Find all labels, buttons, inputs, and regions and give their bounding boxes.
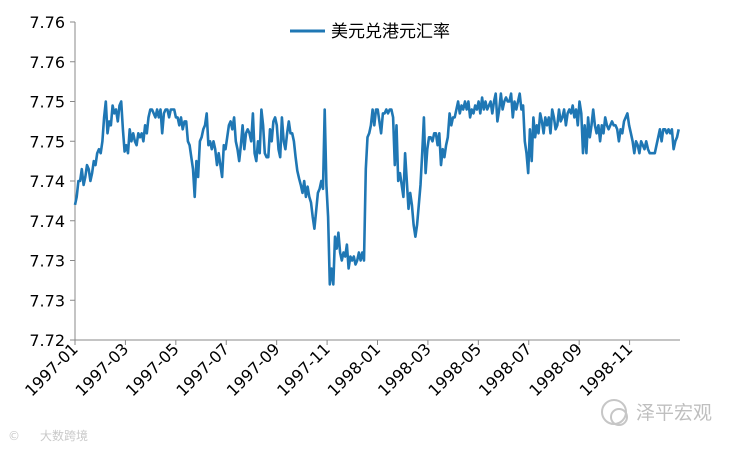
y-tick-label: 7.72 [29, 331, 65, 350]
watermark-left-text: 大数跨境 [40, 428, 88, 443]
x-tick-label: 1997-03 [72, 339, 133, 400]
x-tick-label: 1997-11 [273, 339, 334, 400]
y-tick-label: 7.74 [29, 172, 65, 191]
watermark-right: 泽平宏观 [601, 399, 712, 426]
y-tick-label: 7.74 [29, 212, 65, 231]
watermark-left-symbol: © [8, 429, 20, 443]
x-tick-label: 1998-09 [525, 339, 586, 400]
plot-area: 7.72 7.73 7.73 7.74 7.74 7.75 7.75 7.76 7.76 199… [21, 13, 680, 400]
watermark-right-text: 泽平宏观 [636, 402, 712, 424]
y-tick-label: 7.76 [29, 53, 65, 72]
x-ticks: 1997-011997-031997-051997-071997-091997-… [21, 339, 636, 400]
x-tick-label: 1998-01 [324, 339, 385, 400]
y-tick-label: 7.75 [29, 93, 65, 112]
y-tick-label: 7.75 [29, 132, 65, 151]
x-tick-label: 1997-05 [122, 339, 183, 400]
wechat-icon-inner [610, 408, 628, 426]
series-layer [73, 92, 680, 286]
watermark-left: © 大数跨境 [8, 428, 88, 443]
legend: 美元兑港元汇率 [290, 22, 450, 42]
y-ticks: 7.72 7.73 7.73 7.74 7.74 7.75 7.75 7.76 7.76 [29, 13, 75, 350]
y-tick-label: 7.76 [29, 13, 65, 32]
series-line-0 [73, 92, 680, 286]
x-tick-label: 1997-09 [223, 339, 284, 400]
x-tick-label: 1998-03 [374, 339, 435, 400]
y-tick-label: 7.73 [29, 252, 65, 271]
legend-label: 美元兑港元汇率 [331, 22, 450, 42]
x-tick-label: 1997-07 [172, 339, 233, 400]
x-tick-label: 1998-11 [576, 339, 637, 400]
x-tick-label: 1998-07 [475, 339, 536, 400]
x-tick-label: 1998-05 [424, 339, 485, 400]
y-tick-label: 7.73 [29, 291, 65, 310]
